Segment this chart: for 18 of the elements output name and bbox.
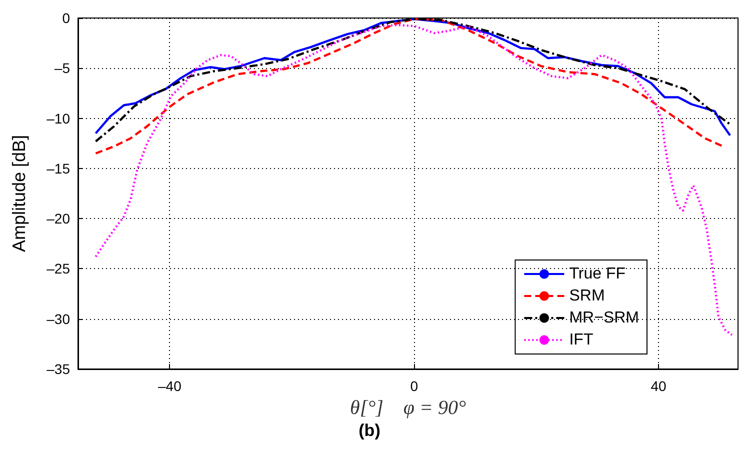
y-tick-label: –20 [46, 210, 70, 227]
legend-label: True FF [569, 266, 626, 282]
legend-label: SRM [569, 288, 605, 304]
text: (b) [358, 421, 380, 440]
y-axis-title: Amplitude [dB] [9, 134, 29, 252]
x-tick-label: –40 [158, 378, 182, 394]
y-tick-label: –15 [46, 160, 70, 176]
y-tick-label: –35 [46, 361, 70, 377]
y-tick-label: –25 [46, 260, 70, 277]
y-tick-label: 0 [62, 10, 70, 26]
x-axis-title: θ[°] φ = 90° [350, 396, 466, 419]
legend-label: MR−SRM [569, 310, 639, 326]
y-tick-label: –5 [54, 60, 70, 76]
x-tick-label: 0 [410, 378, 418, 394]
y-tick-label: –30 [46, 310, 70, 327]
legend-label: IFT [569, 332, 594, 348]
x-tick-label: 40 [650, 378, 667, 394]
y-tick-label: –10 [46, 110, 70, 126]
